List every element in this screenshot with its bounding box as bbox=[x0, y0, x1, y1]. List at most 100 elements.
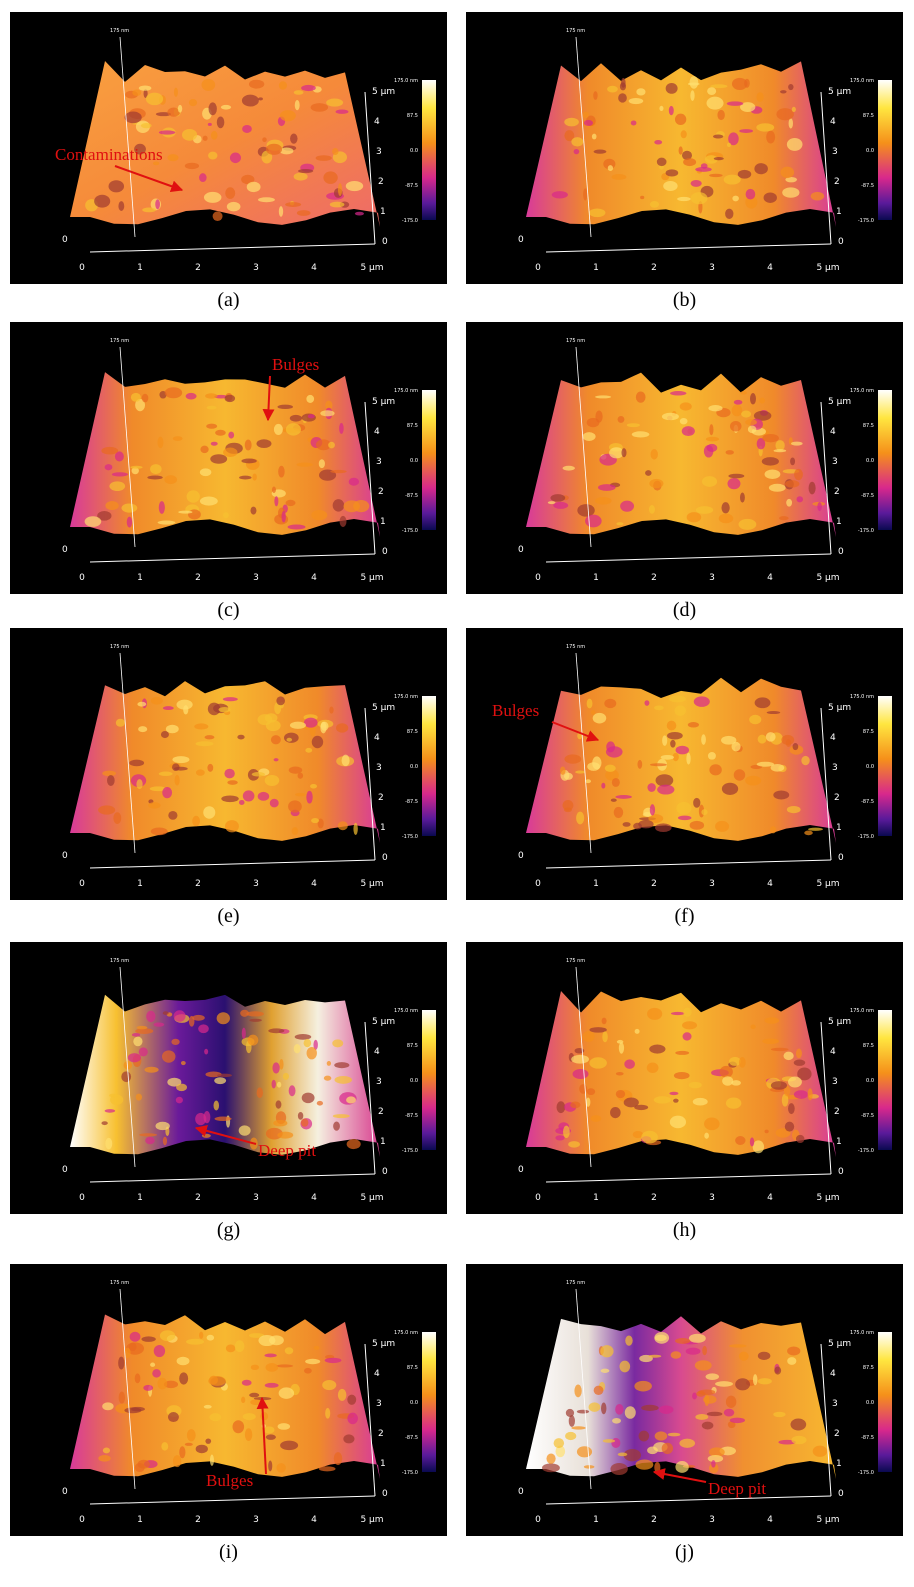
surface-feature bbox=[311, 735, 324, 749]
surface-feature bbox=[227, 780, 238, 785]
colorbar-label: 87.5 bbox=[407, 113, 418, 119]
surface-feature bbox=[306, 394, 315, 403]
surface-feature bbox=[779, 516, 789, 521]
surface-feature bbox=[636, 88, 646, 96]
y-tick-label: 1 bbox=[380, 1459, 386, 1469]
x-tick-label: 4 bbox=[767, 879, 773, 889]
surface-feature bbox=[354, 211, 364, 216]
surface-feature bbox=[654, 705, 664, 711]
surface-feature bbox=[167, 1077, 182, 1087]
surface-feature bbox=[203, 806, 216, 819]
surface-feature bbox=[707, 87, 717, 95]
z-tick-label: 0 bbox=[518, 545, 524, 555]
surface-feature bbox=[704, 1393, 710, 1406]
y-tick-label: 3 bbox=[376, 457, 382, 467]
y-tick-label: 0 bbox=[838, 1489, 844, 1499]
surface-feature bbox=[722, 1076, 734, 1086]
surface-feature bbox=[167, 154, 179, 162]
surface-feature bbox=[223, 447, 238, 458]
x-tick-label: 5 µm bbox=[816, 1193, 839, 1203]
surface-feature bbox=[305, 747, 313, 753]
z-axis-label: 175 nm bbox=[566, 28, 585, 34]
y-tick-label: 4 bbox=[830, 733, 836, 743]
surface-feature bbox=[242, 124, 252, 133]
z-axis-label: 175 nm bbox=[110, 958, 129, 964]
surface-feature bbox=[168, 810, 178, 820]
surface-feature bbox=[241, 1027, 246, 1040]
annotation: Deep pit bbox=[708, 1479, 766, 1498]
surface-feature bbox=[792, 743, 799, 751]
surface-feature bbox=[592, 712, 607, 724]
surface-feature bbox=[655, 823, 672, 833]
surface-feature bbox=[134, 1373, 141, 1384]
caption: (d) bbox=[673, 599, 696, 621]
colorbar-label: 87.5 bbox=[863, 1043, 874, 1049]
caption: (b) bbox=[673, 289, 696, 311]
surface-feature bbox=[804, 830, 813, 836]
surface-feature bbox=[690, 90, 695, 101]
surface-feature bbox=[178, 510, 193, 514]
surface-feature bbox=[770, 1081, 787, 1090]
surface-feature bbox=[624, 1059, 635, 1069]
surface-feature bbox=[808, 481, 816, 495]
x-tick-label: 0 bbox=[535, 573, 541, 583]
surface-feature bbox=[648, 814, 664, 823]
surface-feature bbox=[212, 211, 223, 222]
surface-feature bbox=[675, 1337, 691, 1344]
surface-feature bbox=[623, 1097, 639, 1108]
surface-feature bbox=[749, 1137, 755, 1147]
y-tick-label: 5 µm bbox=[372, 1017, 395, 1027]
surface-feature bbox=[672, 752, 679, 762]
surface-feature bbox=[718, 513, 734, 524]
surface-feature bbox=[347, 1394, 357, 1405]
surface-feature bbox=[343, 1434, 355, 1444]
surface-feature bbox=[654, 140, 663, 145]
surface-feature bbox=[203, 1404, 212, 1409]
afm-panel: 175 nm 0 1 2 3 4 5 µm 0 1 2 3 4 5 µm 0 175.0 nm 87.5 0.0… bbox=[10, 942, 447, 1214]
surface-feature bbox=[640, 195, 645, 200]
x-tick-label: 5 µm bbox=[816, 879, 839, 889]
colorbar-label: -175.0 bbox=[858, 1148, 874, 1154]
surface-feature bbox=[123, 1060, 133, 1070]
y-tick-label: 0 bbox=[838, 1167, 844, 1177]
surface-feature bbox=[601, 782, 606, 789]
surface-feature bbox=[704, 155, 718, 164]
surface-feature bbox=[201, 78, 216, 91]
x-tick-label: 0 bbox=[79, 1193, 85, 1203]
x-tick-label: 0 bbox=[535, 1515, 541, 1525]
surface-feature bbox=[676, 801, 692, 815]
colorbar-label: 175.0 nm bbox=[850, 388, 874, 394]
surface-feature bbox=[148, 802, 161, 809]
surface-feature bbox=[97, 511, 112, 521]
surface-feature bbox=[337, 821, 348, 831]
surface-feature bbox=[311, 509, 328, 521]
surface-feature bbox=[102, 1402, 114, 1411]
surface-feature bbox=[278, 465, 285, 478]
surface-feature bbox=[155, 112, 172, 117]
surface-feature bbox=[704, 1132, 709, 1139]
surface-feature bbox=[150, 696, 163, 705]
surface-feature bbox=[285, 202, 302, 208]
z-axis-label: 175 nm bbox=[566, 644, 585, 650]
surface-feature bbox=[616, 522, 624, 526]
surface-feature bbox=[186, 490, 200, 503]
surface-feature bbox=[296, 210, 311, 216]
surface-feature bbox=[138, 85, 152, 91]
surface-feature bbox=[609, 447, 624, 459]
surface-feature bbox=[793, 1059, 806, 1066]
y-tick-label: 0 bbox=[838, 853, 844, 863]
surface-feature bbox=[335, 109, 349, 114]
surface-feature bbox=[264, 774, 280, 787]
surface-feature bbox=[693, 797, 701, 808]
surface-feature bbox=[184, 1442, 193, 1446]
colorbar-label: -87.5 bbox=[861, 1113, 874, 1119]
surface-feature bbox=[224, 394, 236, 403]
surface-feature bbox=[108, 180, 125, 193]
surface-feature bbox=[701, 1421, 714, 1430]
surface-feature bbox=[346, 1096, 357, 1104]
surface-feature bbox=[686, 512, 702, 523]
colorbar-label: -87.5 bbox=[405, 1113, 418, 1119]
y-tick-label: 2 bbox=[378, 177, 384, 187]
x-axis bbox=[545, 553, 832, 563]
x-tick-label: 1 bbox=[137, 1193, 143, 1203]
